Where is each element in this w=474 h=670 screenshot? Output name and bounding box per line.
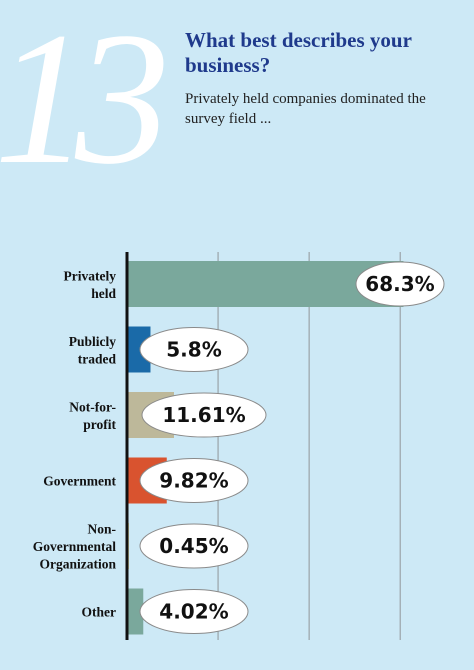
category-label: Organization	[40, 557, 117, 572]
category-label: held	[91, 286, 116, 301]
value-label: 11.61%	[162, 403, 245, 427]
value-label: 68.3%	[365, 272, 434, 296]
bar-1	[127, 326, 151, 373]
category-label: profit	[83, 417, 116, 432]
value-bubble	[141, 392, 267, 438]
category-label: Publicly	[69, 334, 117, 349]
category-label: Non-	[87, 522, 116, 537]
category-label: Other	[82, 605, 117, 620]
bar-5	[127, 588, 144, 635]
value-label: 4.02%	[159, 600, 228, 624]
category-label: traded	[78, 351, 117, 366]
value-label: 9.82%	[159, 469, 228, 493]
value-bubble	[355, 261, 445, 307]
category-label: Not-for-	[69, 399, 116, 414]
value-label: 5.8%	[166, 338, 221, 362]
value-bubble	[139, 327, 249, 372]
value-bubble	[139, 589, 249, 634]
big-number: 13	[0, 0, 170, 204]
value-bubble	[139, 523, 249, 569]
value-bubble	[139, 458, 249, 503]
category-label: Government	[43, 474, 116, 489]
question-title: What best describes your business?	[185, 28, 412, 77]
category-label: Governmental	[33, 539, 116, 554]
category-label: Privately	[64, 268, 117, 283]
value-label: 0.45%	[159, 534, 228, 558]
question-subtitle: Privately held companies dominated the s…	[185, 91, 426, 127]
